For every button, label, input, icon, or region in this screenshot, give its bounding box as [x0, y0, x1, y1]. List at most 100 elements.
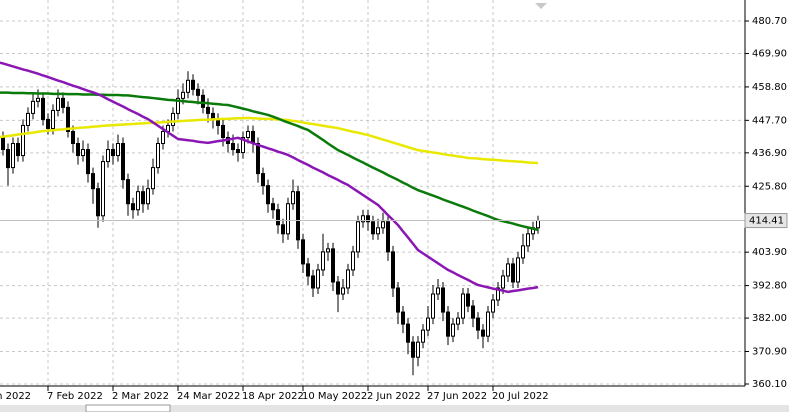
- candle-body: [456, 317, 460, 325]
- candle-body: [6, 149, 10, 169]
- y-tick-label: 392.80: [752, 281, 787, 292]
- candle-body: [341, 287, 345, 295]
- candle-body: [146, 188, 150, 205]
- candle-body: [286, 203, 290, 235]
- candle-body: [511, 263, 515, 283]
- candle-body: [466, 293, 470, 307]
- candle-body: [131, 203, 135, 211]
- candle-body: [241, 136, 245, 154]
- candle-body: [451, 323, 455, 337]
- candle-body: [306, 263, 310, 277]
- moving-average-line: [0, 116, 539, 165]
- candle-body: [11, 143, 15, 169]
- y-tick-label: 447.70: [752, 115, 787, 126]
- candle-body: [521, 245, 525, 259]
- x-tick-label: 20 Jul 2022: [492, 391, 549, 402]
- last-price-box: [744, 213, 788, 229]
- candle-body: [256, 143, 260, 175]
- candle-body: [76, 143, 80, 157]
- grid: [0, 0, 745, 386]
- y-tick-label: 360.10: [752, 379, 787, 390]
- candle-body: [321, 251, 325, 271]
- x-tick-label: 2 Mar 2022: [112, 391, 169, 402]
- x-tick-label: 27 Jun 2022: [427, 391, 487, 402]
- y-tick-label: 436.90: [752, 148, 787, 159]
- candle-body: [291, 191, 295, 205]
- y-tick-label: 370.90: [752, 346, 787, 357]
- candle-body: [21, 124, 25, 157]
- candle-body: [231, 143, 235, 151]
- candle-body: [56, 97, 60, 111]
- candle-body: [181, 91, 185, 99]
- candle-body: [316, 269, 320, 289]
- candle-body: [161, 130, 165, 145]
- scroll-marker: [535, 3, 547, 9]
- candle-body: [476, 317, 480, 331]
- candle-body: [526, 233, 530, 247]
- candle-body: [496, 287, 500, 301]
- y-tick-label: 458.80: [752, 82, 787, 93]
- axes: 480.70 469.90 458.80 447.70 436.90 425.80 403.…: [0, 16, 788, 402]
- candle-body: [206, 106, 210, 114]
- candle-body: [346, 269, 350, 289]
- x-tick-label: 18 Apr 2022: [242, 391, 304, 402]
- candle-body: [1, 136, 5, 151]
- candle-body: [171, 112, 175, 126]
- plot-area: [0, 61, 745, 376]
- candle-body: [356, 221, 360, 253]
- y-tick-label: 469.90: [752, 49, 787, 60]
- candle-body: [366, 215, 370, 223]
- candle-body: [116, 143, 120, 157]
- candle-body: [411, 341, 415, 358]
- candle-body: [471, 305, 475, 319]
- candle-body: [386, 221, 390, 253]
- candle-body: [436, 287, 440, 295]
- candle-body: [426, 317, 430, 331]
- candle-body: [201, 94, 205, 108]
- candle-body: [186, 79, 190, 93]
- y-tick-label: 480.70: [752, 16, 787, 27]
- candle-body: [191, 79, 195, 90]
- candle-body: [431, 293, 435, 319]
- y-tick-label: 382.00: [752, 313, 787, 324]
- candle-body: [151, 167, 155, 190]
- candle-body: [421, 329, 425, 343]
- candle-body: [46, 118, 50, 129]
- candle-body: [301, 239, 305, 265]
- candle-body: [236, 149, 240, 154]
- x-tick-label: 24 Mar 2022: [177, 391, 240, 402]
- candle-body: [381, 221, 385, 229]
- candle-body: [246, 130, 250, 138]
- candle-body: [281, 224, 285, 235]
- candle-body: [91, 173, 95, 190]
- candle-body: [196, 88, 200, 96]
- candle-body: [41, 97, 45, 120]
- candle-body: [71, 130, 75, 145]
- candle-body: [416, 341, 420, 358]
- candle-body: [391, 251, 395, 289]
- candle-body: [66, 106, 70, 132]
- candle-body: [326, 248, 330, 253]
- candle-body: [111, 149, 115, 157]
- candle-body: [446, 311, 450, 337]
- candle-body: [26, 112, 30, 126]
- candle-body: [361, 215, 365, 223]
- candle-body: [441, 287, 445, 313]
- candle-body: [106, 149, 110, 163]
- candle-body: [101, 161, 105, 217]
- candle-body: [376, 227, 380, 235]
- candle-body: [311, 275, 315, 289]
- tab-bar: [0, 405, 789, 412]
- candle-body: [266, 185, 270, 205]
- x-tick-label: 2 Jun 2022: [367, 391, 421, 402]
- candle-body: [536, 220, 540, 229]
- candle-body: [51, 109, 55, 129]
- candle-body: [271, 203, 275, 211]
- candle-body: [501, 275, 505, 289]
- candle-body: [176, 97, 180, 114]
- tab[interactable]: [85, 404, 171, 412]
- candle-body: [61, 97, 65, 108]
- candle-body: [36, 97, 40, 102]
